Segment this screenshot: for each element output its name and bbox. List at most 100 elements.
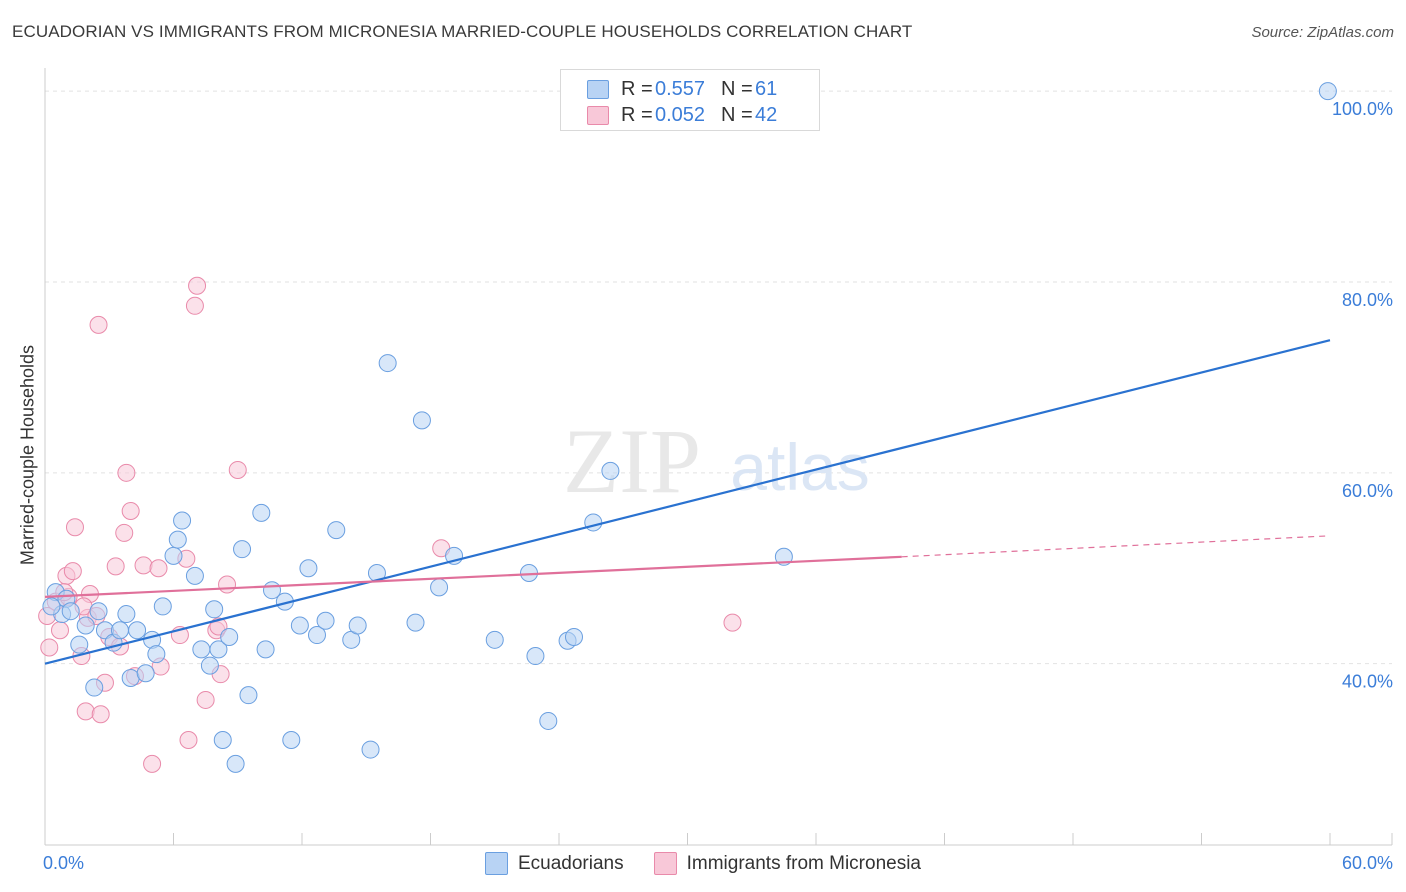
ecuadorian-point xyxy=(299,559,318,578)
y-tick-label: 40.0% xyxy=(1342,672,1393,692)
ecuadorian-point xyxy=(526,647,545,666)
trend-line-ecuadorians xyxy=(44,339,1331,665)
ecuadorian-point xyxy=(361,740,380,759)
axes xyxy=(44,68,1393,846)
micronesia-point xyxy=(63,562,82,581)
ecuadorian-point xyxy=(209,640,228,659)
ecuadorian-point xyxy=(153,597,172,616)
correlation-legend: R = 0.557 N = 61 R = 0.052 N = 42 xyxy=(560,69,820,131)
ecuadorian-point xyxy=(61,602,80,621)
legend-item-micronesia[interactable]: Immigrants from Micronesia xyxy=(653,852,921,875)
y-tick-label: 80.0% xyxy=(1342,290,1393,310)
legend-row-ecuadorians: R = 0.557 N = 61 xyxy=(587,78,777,100)
ecuadorian-point xyxy=(110,621,129,640)
micronesia-point xyxy=(89,315,108,334)
legend-r-value: 0.557 xyxy=(655,77,706,100)
trend-lines xyxy=(44,339,1331,665)
ecuadorian-point xyxy=(564,627,583,646)
series-legend: Ecuadorians Immigrants from Micronesia xyxy=(0,852,1406,875)
ecuadorian-point xyxy=(128,621,147,640)
micronesia-point xyxy=(65,518,84,537)
y-axis-label: Married-couple Households xyxy=(17,344,38,566)
legend-swatch-pink xyxy=(653,852,677,875)
micronesia-point xyxy=(134,556,153,575)
ecuadorian-point xyxy=(316,611,335,630)
ecuadorian-point xyxy=(220,627,239,646)
micronesia-point xyxy=(40,638,59,657)
ecuadorian-point xyxy=(406,613,425,632)
ecuadorian-point xyxy=(117,605,136,624)
micronesia-point xyxy=(91,705,110,724)
legend-n-label: N = xyxy=(721,77,753,100)
ecuadorian-point xyxy=(348,616,367,635)
legend-r-value: 0.052 xyxy=(655,103,706,126)
ecuadorian-point xyxy=(164,546,183,565)
legend-label-micronesia: Immigrants from Micronesia xyxy=(686,852,921,874)
ecuadorian-point xyxy=(233,540,252,559)
ecuadorian-point xyxy=(412,411,431,430)
legend-n-value: 42 xyxy=(755,103,778,126)
micronesia-point xyxy=(179,731,198,750)
ecuadorian-point xyxy=(205,600,224,619)
micronesia-point xyxy=(50,621,69,640)
legend-r-label: R = xyxy=(621,103,653,126)
ecuadorian-point xyxy=(70,635,89,654)
ecuadorian-point xyxy=(256,640,275,659)
series-micronesia-points xyxy=(38,276,742,773)
watermark: ZIP atlas xyxy=(563,410,870,512)
ecuadorian-point xyxy=(136,664,155,683)
legend-swatch-pink xyxy=(587,105,609,125)
source-label: Source: ZipAtlas.com xyxy=(1251,24,1394,41)
legend-label-ecuadorians: Ecuadorians xyxy=(517,852,624,874)
ecuadorian-point xyxy=(584,513,603,532)
micronesia-point xyxy=(143,754,162,773)
watermark-atlas: atlas xyxy=(730,430,869,504)
x-tick-label: 60.0% xyxy=(1342,853,1393,873)
series-ecuadorians-points xyxy=(42,82,1337,773)
ecuadorian-point xyxy=(76,616,95,635)
micronesia-point xyxy=(76,702,95,721)
legend-item-ecuadorians[interactable]: Ecuadorians xyxy=(484,852,624,875)
ecuadorian-point xyxy=(601,461,620,480)
ecuadorian-point xyxy=(282,731,301,750)
grid-lines xyxy=(45,90,1392,665)
x-tick-label: 0.0% xyxy=(43,853,84,873)
ecuadorian-point xyxy=(307,626,326,645)
ecuadorian-point xyxy=(1318,82,1337,101)
ecuadorian-point xyxy=(192,640,211,659)
ecuadorian-point xyxy=(290,616,309,635)
ecuadorian-point xyxy=(89,602,108,621)
micronesia-point xyxy=(228,460,247,479)
micronesia-point xyxy=(723,613,742,632)
legend-r-label: R = xyxy=(621,77,653,100)
micronesia-point xyxy=(149,559,168,578)
tick-labels: 40.0% 60.0% 80.0% 100.0% 0.0% 60.0% xyxy=(43,99,1393,873)
legend-n-label: N = xyxy=(721,103,753,126)
legend-swatch-blue xyxy=(587,79,609,99)
micronesia-point xyxy=(117,463,136,482)
ecuadorian-point xyxy=(200,656,219,675)
legend-row-micronesia: R = 0.052 N = 42 xyxy=(587,104,777,126)
ecuadorian-point xyxy=(430,578,449,597)
ecuadorian-point xyxy=(485,630,504,649)
micronesia-point xyxy=(196,690,215,709)
legend-swatch-blue xyxy=(484,852,508,875)
ecuadorian-point xyxy=(539,711,558,730)
legend-n-value: 61 xyxy=(755,77,778,100)
ecuadorian-point xyxy=(121,668,140,687)
y-tick-label: 100.0% xyxy=(1332,99,1393,119)
ecuadorian-point xyxy=(239,686,258,705)
ecuadorian-point xyxy=(378,354,397,373)
trend-line-micronesia-extrapolated xyxy=(901,535,1331,558)
ecuadorian-point xyxy=(168,530,187,549)
ecuadorian-point xyxy=(226,754,245,773)
ecuadorian-point xyxy=(213,731,232,750)
trend-line-micronesia xyxy=(44,555,902,598)
ecuadorian-point xyxy=(185,566,204,585)
micronesia-point xyxy=(188,276,207,295)
micronesia-point xyxy=(185,296,204,315)
y-tick-label: 60.0% xyxy=(1342,481,1393,501)
chart-title: ECUADORIAN VS IMMIGRANTS FROM MICRONESIA… xyxy=(12,22,913,41)
watermark-zip: ZIP xyxy=(563,410,701,512)
